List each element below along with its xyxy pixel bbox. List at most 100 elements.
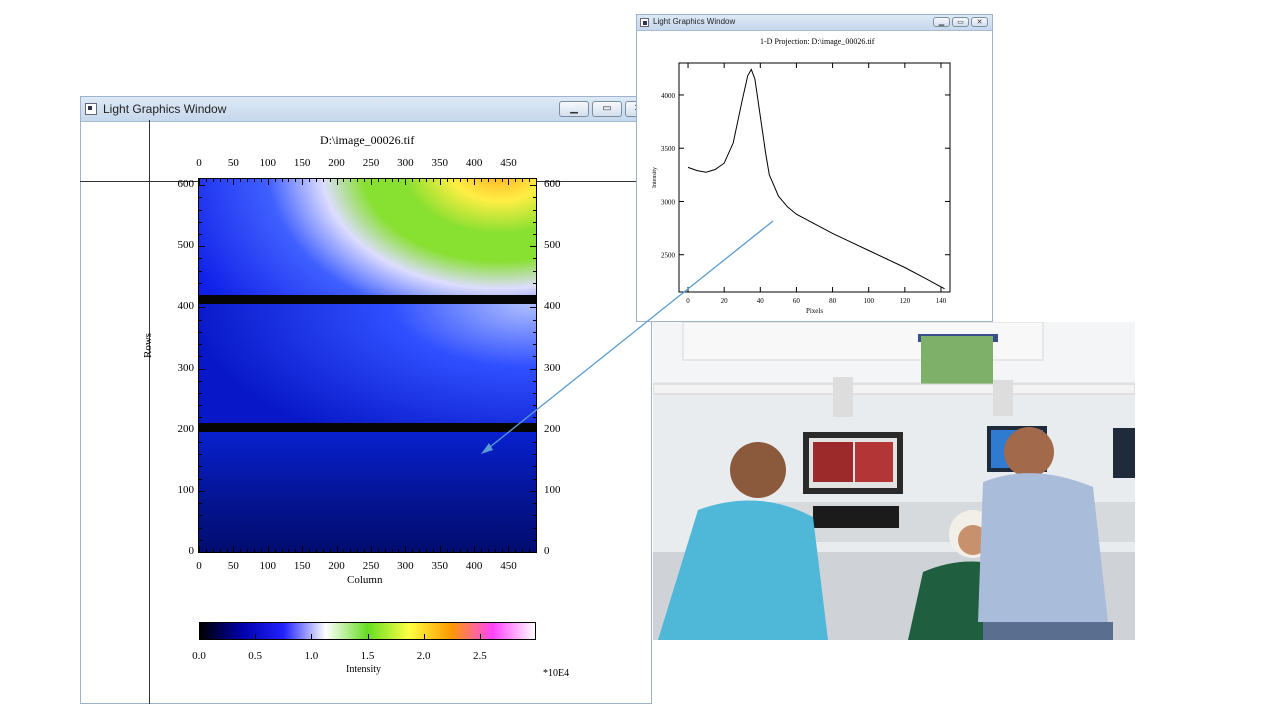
x-top-tick-label: 300 — [397, 157, 414, 169]
minimize-button[interactable]: ▁ — [933, 17, 950, 27]
y-left-tick-label: 300 — [177, 361, 195, 374]
x-top-tick-mark — [474, 179, 476, 185]
minimize-icon: ▁ — [570, 103, 578, 114]
x-top-minor-tick — [536, 179, 537, 182]
colorbar-tick-label: 0.5 — [248, 650, 263, 662]
x-bottom-minor-tick — [487, 549, 489, 552]
y-right-minor-tick — [533, 380, 536, 382]
close-button[interactable]: ✕ — [971, 17, 988, 27]
y-left-minor-tick — [199, 490, 202, 492]
x-bottom-minor-tick — [515, 549, 517, 552]
y-right-minor-tick — [533, 441, 536, 443]
x-bottom-minor-tick — [377, 549, 379, 552]
x-top-tick-label: 450 — [500, 157, 517, 169]
x-top-minor-tick — [398, 179, 400, 182]
x-top-minor-tick — [515, 179, 517, 182]
x-top-minor-tick — [439, 179, 441, 182]
x-bottom-tick-label: 350 — [431, 560, 448, 572]
y-right-minor-tick — [533, 503, 536, 505]
y-right-minor-tick — [533, 478, 536, 480]
y-left-minor-tick — [199, 454, 202, 456]
x-top-tick-label: 150 — [293, 157, 311, 169]
x-top-minor-tick — [267, 179, 269, 182]
x-top-tick-mark — [267, 179, 269, 185]
colorbar-tick-label: 1.5 — [360, 650, 375, 662]
y-left-minor-tick — [199, 209, 202, 211]
colorbar-tick-mark — [479, 634, 481, 640]
y-left-tick-mark — [199, 552, 205, 553]
x-bottom-minor-tick — [480, 549, 482, 552]
image-title: D:\image_00026.tif — [320, 133, 415, 147]
x-top-minor-tick — [419, 179, 421, 182]
x-bottom-minor-tick — [343, 549, 345, 552]
projection-series-line — [687, 68, 945, 290]
y-right-minor-tick — [533, 270, 536, 272]
y-left-tick-mark — [199, 307, 205, 309]
y-right-minor-tick — [533, 221, 536, 223]
y-left-minor-tick — [199, 429, 202, 431]
x-tick-label: 60 — [793, 297, 801, 305]
x-top-minor-tick — [205, 179, 207, 182]
y-left-minor-tick — [199, 552, 202, 553]
y-right-minor-tick — [533, 490, 536, 492]
x-top-minor-tick — [405, 179, 407, 182]
image-frame — [198, 178, 537, 553]
main-window-titlebar[interactable]: Light Graphics Window ▁ ▭ ✕ — [81, 97, 651, 122]
y-tick-label: 3500 — [661, 145, 676, 153]
x-top-minor-tick — [260, 179, 262, 182]
colorbar-multiplier: *10E4 — [543, 668, 570, 679]
x-bottom-minor-tick — [309, 549, 311, 552]
x-top-minor-tick — [343, 179, 345, 182]
y-left-minor-tick — [199, 380, 202, 382]
close-icon: ✕ — [976, 18, 983, 26]
y-right-minor-tick — [533, 405, 536, 407]
x-bottom-minor-tick — [453, 549, 455, 552]
x-bottom-minor-tick — [205, 549, 207, 552]
x-bottom-minor-tick — [425, 549, 427, 552]
y-left-tick-label: 400 — [177, 300, 195, 313]
x-top-tick-label: 100 — [259, 157, 277, 169]
x-axis-label: Pixels — [806, 307, 823, 315]
x-bottom-minor-tick — [439, 549, 441, 552]
x-bottom-tick-label: 100 — [259, 560, 277, 572]
x-top-tick-mark — [199, 179, 200, 185]
x-bottom-minor-tick — [419, 549, 421, 552]
x-tick-label: 140 — [936, 297, 947, 305]
y-left-minor-tick — [199, 527, 202, 529]
x-bottom-minor-tick — [212, 549, 214, 552]
x-top-minor-tick — [212, 179, 214, 182]
y-left-minor-tick — [199, 417, 202, 419]
y-left-minor-tick — [199, 185, 202, 187]
y-left-minor-tick — [199, 478, 202, 480]
x-top-minor-tick — [377, 179, 379, 182]
dark-band-upper — [199, 295, 536, 304]
maximize-button[interactable]: ▭ — [952, 17, 969, 27]
y-right-minor-tick — [533, 356, 536, 358]
y-right-tick-label: 500 — [544, 239, 561, 252]
x-top-minor-tick — [480, 179, 482, 182]
y-left-minor-tick — [199, 441, 202, 443]
x-bottom-minor-tick — [446, 549, 448, 552]
main-window-title: Light Graphics Window — [103, 102, 227, 116]
minimize-button[interactable]: ▁ — [559, 101, 589, 117]
y-left-tick-label: 100 — [177, 483, 195, 496]
x-bottom-minor-tick — [254, 549, 256, 552]
x-top-minor-tick — [357, 179, 359, 182]
x-bottom-minor-tick — [364, 549, 366, 552]
x-bottom-minor-tick — [260, 549, 262, 552]
x-top-tick-mark — [336, 179, 338, 185]
projection-window-titlebar[interactable]: Light Graphics Window ▁ ▭ ✕ — [637, 15, 992, 31]
y-right-minor-tick — [533, 246, 536, 248]
maximize-button[interactable]: ▭ — [592, 101, 622, 117]
x-bottom-minor-tick — [536, 549, 537, 552]
x-top-minor-tick — [336, 179, 338, 182]
x-top-minor-tick — [219, 179, 221, 182]
colorbar-tick-mark — [199, 634, 200, 640]
x-top-minor-tick — [315, 179, 317, 182]
y-left-tick-mark — [199, 490, 205, 492]
y-left-minor-tick — [199, 466, 202, 468]
y-right-minor-tick — [533, 307, 536, 309]
y-right-minor-tick — [533, 393, 536, 395]
y-tick-label: 3000 — [661, 198, 676, 206]
x-top-minor-tick — [384, 179, 386, 182]
